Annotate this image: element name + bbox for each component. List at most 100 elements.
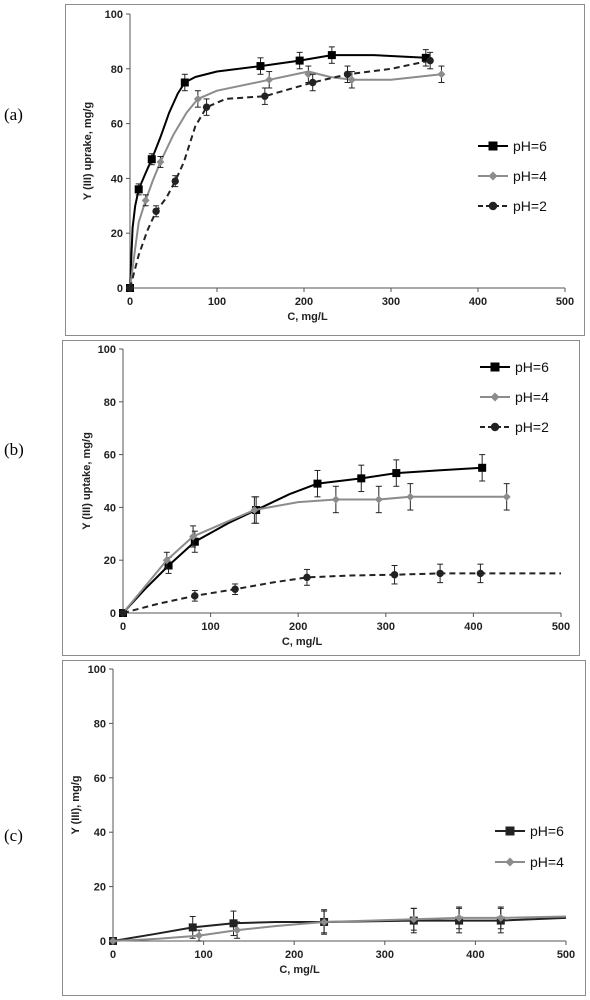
data-point	[250, 506, 259, 515]
x-tick-label: 100	[201, 621, 219, 633]
data-point	[406, 492, 415, 501]
data-point	[261, 92, 269, 100]
data-point	[496, 913, 505, 922]
data-point	[265, 75, 274, 84]
data-point	[109, 937, 117, 945]
data-point	[304, 70, 313, 79]
legend-label: pH=2	[513, 198, 547, 214]
chart-frame-a	[65, 4, 585, 336]
series-ph-4	[109, 906, 567, 945]
data-point	[231, 585, 239, 593]
data-point	[437, 70, 446, 79]
data-point	[134, 185, 143, 194]
y-tick-label: 100	[105, 9, 123, 21]
legend-label: pH=4	[530, 854, 564, 870]
x-axis-label: C, mg/L	[282, 636, 323, 648]
data-point	[426, 56, 434, 65]
x-tick-label: 500	[557, 949, 575, 961]
chart-frame-b	[62, 340, 580, 656]
panel-label-a: (a)	[4, 105, 23, 124]
x-tick-label: 0	[110, 949, 116, 961]
y-tick-label: 60	[94, 773, 106, 785]
y-axis-label: Y (III), mg/g	[70, 775, 82, 834]
data-point	[476, 569, 485, 578]
series-line	[112, 916, 567, 942]
data-point	[455, 913, 464, 922]
x-tick-label: 300	[376, 949, 394, 961]
legend-label: pH=4	[515, 389, 549, 405]
x-tick-label: 400	[469, 296, 487, 308]
data-point	[343, 70, 352, 78]
data-point	[256, 62, 265, 71]
y-tick-label: 60	[104, 450, 116, 462]
data-point	[180, 78, 189, 87]
data-point	[189, 532, 198, 541]
legend-marker	[490, 362, 500, 372]
data-point	[126, 284, 134, 292]
legend-label: pH=4	[513, 168, 547, 184]
data-point	[502, 492, 511, 501]
data-point	[156, 157, 165, 166]
data-point	[309, 78, 317, 87]
data-point	[162, 556, 171, 565]
x-tick-label: 300	[377, 621, 395, 633]
y-tick-label: 80	[111, 64, 123, 76]
data-point	[320, 917, 329, 926]
legend-marker	[505, 857, 515, 867]
chart-2: 0 20 40 60 80 100 0 100 200 300 400 500 C, mg/L Y (II…	[70, 664, 575, 976]
series-line	[129, 54, 426, 289]
legend-label: pH=6	[513, 138, 547, 154]
data-point	[303, 573, 311, 582]
data-point	[119, 609, 127, 617]
y-tick-label: 80	[94, 718, 106, 730]
data-point	[409, 915, 418, 924]
data-point	[147, 155, 156, 164]
series-line	[122, 572, 561, 614]
y-tick-label: 20	[104, 555, 116, 567]
x-tick-label: 100	[208, 296, 226, 308]
y-axis-label: Y (III) uptake, mg/g	[81, 432, 93, 530]
y-tick-label: 40	[111, 173, 123, 185]
series-ph-2	[126, 51, 434, 292]
series-ph-6	[109, 907, 567, 945]
legend-marker	[505, 826, 515, 836]
series-line	[112, 915, 567, 942]
data-point	[164, 561, 173, 570]
panel-label-b: (b)	[4, 440, 24, 459]
x-tick-label: 200	[289, 621, 307, 633]
legend-label: pH=2	[515, 419, 549, 435]
data-point	[421, 53, 430, 62]
data-point	[229, 919, 238, 928]
y-tick-label: 100	[88, 664, 106, 676]
data-point	[478, 463, 487, 472]
series-line	[122, 495, 507, 614]
series-line	[129, 59, 431, 289]
y-tick-label: 80	[104, 397, 116, 409]
data-point	[191, 592, 199, 600]
data-point	[190, 537, 199, 546]
data-point	[188, 923, 197, 932]
y-axis-label: Y (III) uprake, mg/g	[82, 102, 94, 200]
series-line	[122, 466, 483, 614]
series-ph-6	[119, 454, 487, 617]
data-point	[313, 479, 322, 488]
data-point	[331, 495, 340, 504]
data-point	[195, 931, 204, 940]
x-axis-label: C, mg/L	[279, 964, 320, 976]
legend-label: pH=6	[530, 823, 564, 839]
y-tick-label: 40	[94, 827, 106, 839]
data-point	[295, 56, 304, 65]
data-point	[357, 474, 366, 483]
chart-0: 0 20 40 60 80 100 0 100 200 300 400 500 C, mg/L Y (II…	[82, 9, 574, 323]
data-point	[152, 207, 160, 215]
legend-marker	[488, 201, 498, 211]
x-tick-label: 0	[127, 296, 133, 308]
x-tick-label: 200	[285, 949, 303, 961]
data-point	[141, 196, 150, 205]
y-tick-label: 0	[110, 608, 116, 620]
data-point	[202, 103, 211, 111]
data-point	[392, 469, 401, 478]
y-tick-label: 20	[111, 228, 123, 240]
x-tick-label: 100	[194, 949, 212, 961]
